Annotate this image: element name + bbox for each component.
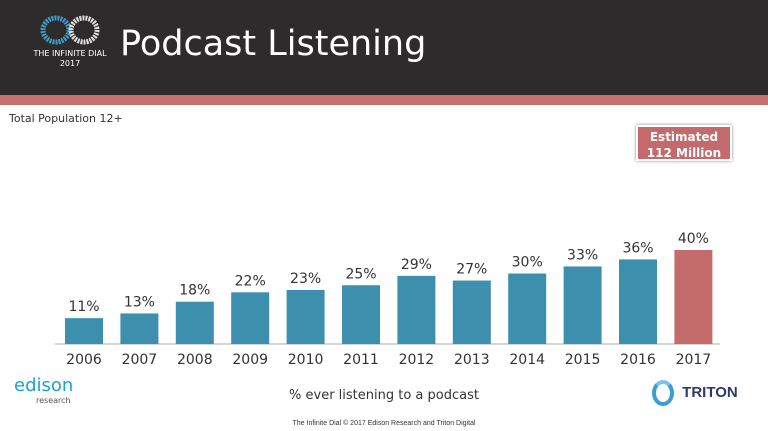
bar-2013 [452, 280, 491, 344]
x-tick-label: 2007 [122, 352, 158, 368]
bar-2008 [175, 301, 214, 344]
data-label: 40% [678, 231, 709, 247]
callout-line1: Estimated [649, 130, 719, 144]
data-label: 36% [622, 240, 653, 256]
x-tick-label: 2012 [399, 352, 435, 368]
data-label: 30% [512, 255, 543, 271]
infinity-icon [40, 15, 100, 45]
data-label: 27% [456, 262, 487, 278]
bar-2011 [342, 285, 380, 344]
page-title: Podcast Listening [120, 24, 427, 64]
x-tick-label: 2010 [288, 352, 324, 368]
x-tick-label: 2016 [620, 352, 656, 368]
chart-subtitle: Total Population 12+ [9, 112, 123, 125]
bar-2014 [508, 273, 547, 344]
data-label: 22% [235, 273, 266, 289]
triton-logo-text: TRITON [682, 383, 738, 401]
logo-year: 2017 [59, 59, 81, 68]
data-label: 13% [124, 294, 155, 310]
x-tick-label: 2015 [565, 352, 601, 368]
data-label: 23% [290, 271, 321, 287]
bar-2016 [619, 259, 657, 344]
x-tick-label: 2017 [676, 352, 712, 368]
header-bar [0, 0, 768, 95]
bar-2015 [563, 266, 602, 344]
callout-line2: 112 Million [646, 146, 722, 160]
data-label: 25% [345, 266, 376, 282]
triton-logo-mark-icon [652, 380, 674, 406]
x-tick-label: 2011 [343, 352, 379, 368]
bar-2010 [286, 289, 325, 344]
infinite-dial-logo: THE INFINITE DIAL 2017 [30, 14, 110, 69]
x-tick-label: 2013 [454, 352, 490, 368]
edison-research-logo: edison research [14, 376, 73, 406]
bar-2009 [231, 292, 270, 344]
estimate-callout: Estimated 112 Million [636, 125, 732, 161]
logo-text: THE INFINITE DIAL [33, 49, 107, 58]
header-accent-band [0, 95, 768, 105]
data-label: 29% [401, 257, 432, 273]
bar-2017 [674, 250, 713, 344]
bar-2012 [397, 275, 436, 344]
x-tick-label: 2006 [66, 352, 102, 368]
bar-2007 [120, 313, 159, 344]
data-label: 11% [68, 299, 99, 315]
x-tick-label: 2014 [509, 352, 545, 368]
footer-copyright: The Infinite Dial © 2017 Edison Research… [292, 420, 476, 427]
triton-digital-logo: TRITON [652, 380, 738, 406]
x-axis-label: % ever listening to a podcast [289, 388, 479, 403]
edison-logo-sub: research [36, 396, 71, 405]
data-label: 33% [567, 247, 598, 263]
bar-2006 [65, 318, 103, 344]
x-tick-label: 2008 [177, 352, 213, 368]
x-tick-label: 2009 [232, 352, 268, 368]
data-label: 18% [179, 283, 210, 299]
edison-logo-text: edison [14, 375, 74, 396]
